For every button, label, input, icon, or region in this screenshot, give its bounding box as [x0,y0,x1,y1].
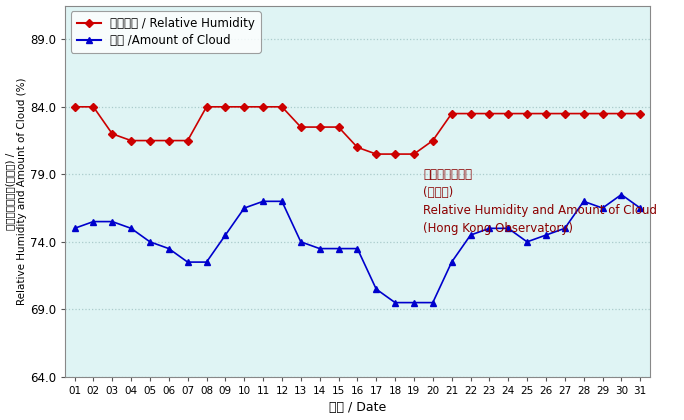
X-axis label: 日期 / Date: 日期 / Date [329,402,386,415]
Y-axis label: 相對濕度及雲量(百分比) /
Relative Humidity and Amount of Cloud (%): 相對濕度及雲量(百分比) / Relative Humidity and Amo… [5,77,27,305]
Text: 相對濕度及雲量
(天文台)
Relative Humidity and Amount of Cloud
(Hong Kong Observatory): 相對濕度及雲量 (天文台) Relative Humidity and Amou… [423,168,657,235]
Legend: 相對濕度 / Relative Humidity, 雲量 /Amount of Cloud: 相對濕度 / Relative Humidity, 雲量 /Amount of … [71,11,261,53]
